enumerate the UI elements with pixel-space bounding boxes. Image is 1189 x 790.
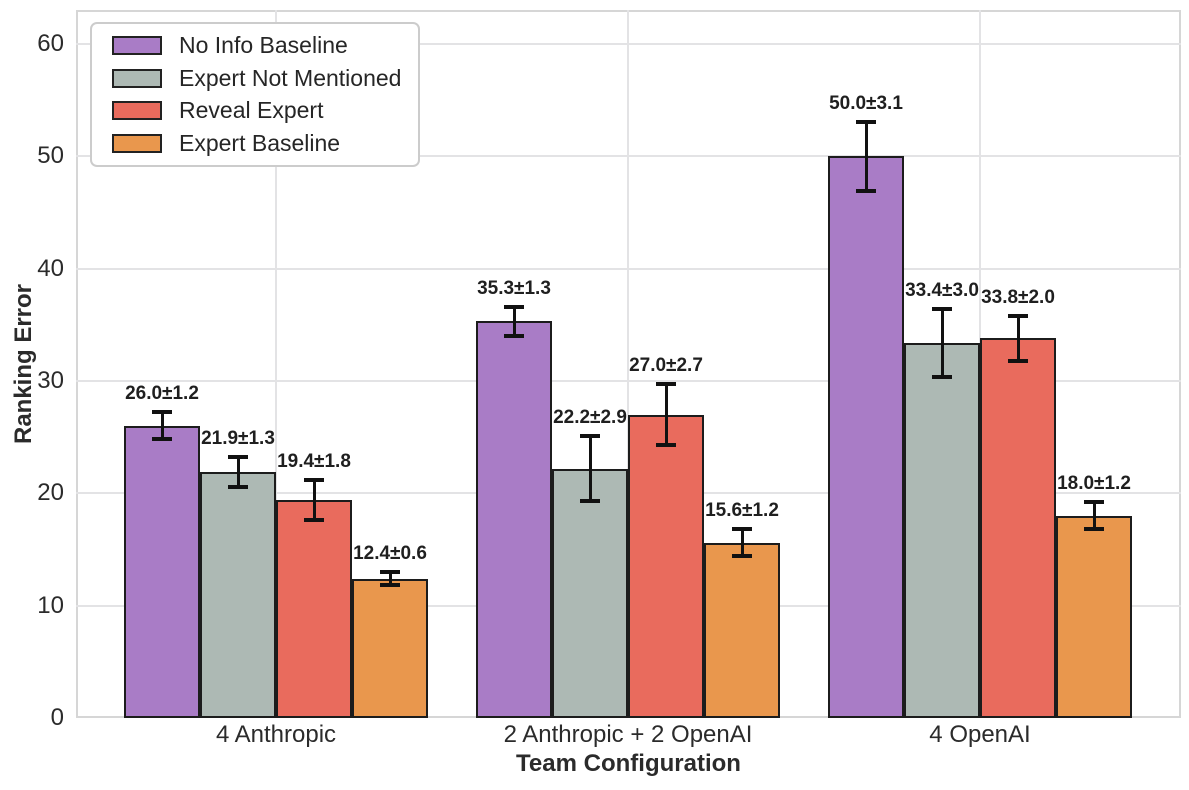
error-bar-line — [512, 306, 516, 337]
error-bar-cap-bottom — [1008, 358, 1028, 363]
bar-value-label: 50.0±3.1 — [829, 92, 903, 114]
error-bar-line — [864, 121, 868, 192]
bar-value-label: 26.0±1.2 — [125, 383, 199, 405]
legend-item: No Info Baseline — [112, 32, 418, 59]
bar-value-label: 21.9±1.3 — [201, 428, 275, 450]
bar — [200, 471, 276, 718]
legend-item: Expert Not Mentioned — [112, 65, 418, 92]
error-bar-line — [588, 436, 592, 502]
error-bar-cap-bottom — [656, 443, 676, 448]
error-bar-cap-bottom — [856, 189, 876, 194]
y-tick-label: 50 — [37, 142, 64, 170]
bar — [704, 542, 780, 718]
error-bar-line — [1092, 502, 1096, 530]
bar — [352, 578, 428, 718]
error-bar-line — [160, 412, 164, 440]
y-tick-label: 30 — [37, 367, 64, 394]
legend-item: Reveal Expert — [112, 97, 418, 124]
error-bar-cap-top — [152, 410, 172, 415]
x-tick-label: 2 Anthropic + 2 OpenAI — [503, 721, 753, 748]
error-bar-line — [664, 384, 668, 446]
bar — [476, 321, 552, 718]
legend-swatch — [112, 101, 162, 121]
x-tick-label: 4 Anthropic — [215, 721, 337, 748]
error-bar-cap-top — [380, 569, 400, 574]
error-bar-cap-top — [1084, 500, 1104, 505]
error-bar-cap-bottom — [932, 374, 952, 379]
legend: No Info Baseline Expert Not Mentioned Reve… — [90, 22, 420, 167]
error-bar-line — [312, 479, 316, 521]
error-bar-cap-top — [1008, 313, 1028, 318]
error-bar-cap-bottom — [380, 583, 400, 588]
error-bar-cap-bottom — [732, 554, 752, 559]
bar — [276, 500, 352, 718]
y-axis-label: Ranking Error — [10, 283, 37, 445]
error-bar-cap-top — [504, 304, 524, 309]
error-bar-cap-bottom — [504, 334, 524, 339]
bar-value-label: 22.2±2.9 — [553, 407, 627, 429]
legend-swatch — [112, 35, 162, 55]
error-bar-cap-bottom — [304, 518, 324, 523]
bar-value-label: 18.0±1.2 — [1057, 473, 1131, 495]
error-bar-cap-top — [580, 434, 600, 439]
error-bar-cap-bottom — [580, 499, 600, 504]
error-bar-line — [940, 309, 944, 377]
bar — [124, 425, 200, 718]
x-axis-label: Team Configuration — [516, 750, 741, 777]
error-bar-cap-top — [656, 382, 676, 387]
bar-value-label: 27.0±2.7 — [629, 355, 703, 377]
gridline-vertical — [275, 10, 277, 718]
legend-label: Reveal Expert — [179, 97, 324, 124]
bar-value-label: 19.4±1.8 — [277, 450, 351, 472]
bar — [980, 338, 1056, 718]
legend-swatch — [112, 134, 162, 154]
error-bar-cap-top — [856, 119, 876, 124]
bar — [1056, 515, 1132, 718]
bar-value-label: 33.8±2.0 — [981, 286, 1055, 308]
bar — [628, 414, 704, 718]
legend-label: Expert Not Mentioned — [179, 64, 402, 91]
legend-item: Expert Baseline — [112, 130, 418, 157]
error-bar-cap-bottom — [228, 484, 248, 489]
legend-label: Expert Baseline — [179, 130, 341, 157]
gridline-vertical — [627, 10, 629, 718]
error-bar-line — [1016, 315, 1020, 361]
y-tick-label: 40 — [37, 254, 64, 282]
legend-label: No Info Baseline — [179, 31, 348, 58]
bar — [552, 468, 628, 718]
bar-value-label: 33.4±3.0 — [905, 280, 979, 302]
error-bar-cap-bottom — [1084, 527, 1104, 532]
error-bar-line — [740, 529, 744, 557]
error-bar-line — [236, 457, 240, 487]
bar — [828, 156, 904, 718]
y-tick-label: 10 — [37, 591, 64, 619]
y-tick-label: 0 — [50, 704, 64, 731]
bar — [904, 342, 980, 718]
error-bar-cap-top — [304, 477, 324, 482]
bar-value-label: 35.3±1.3 — [477, 277, 551, 299]
error-bar-cap-top — [732, 527, 752, 532]
y-tick-label: 60 — [37, 30, 64, 57]
error-bar-cap-bottom — [152, 437, 172, 442]
y-tick-label: 20 — [37, 479, 64, 507]
error-bar-cap-top — [932, 307, 952, 312]
legend-swatch — [112, 68, 162, 88]
bar-value-label: 12.4±0.6 — [353, 542, 427, 564]
error-bar-line — [388, 571, 392, 586]
error-bar-cap-top — [228, 455, 248, 460]
x-tick-label: 4 OpenAI — [929, 721, 1031, 748]
bar-value-label: 15.6±1.2 — [705, 500, 779, 522]
